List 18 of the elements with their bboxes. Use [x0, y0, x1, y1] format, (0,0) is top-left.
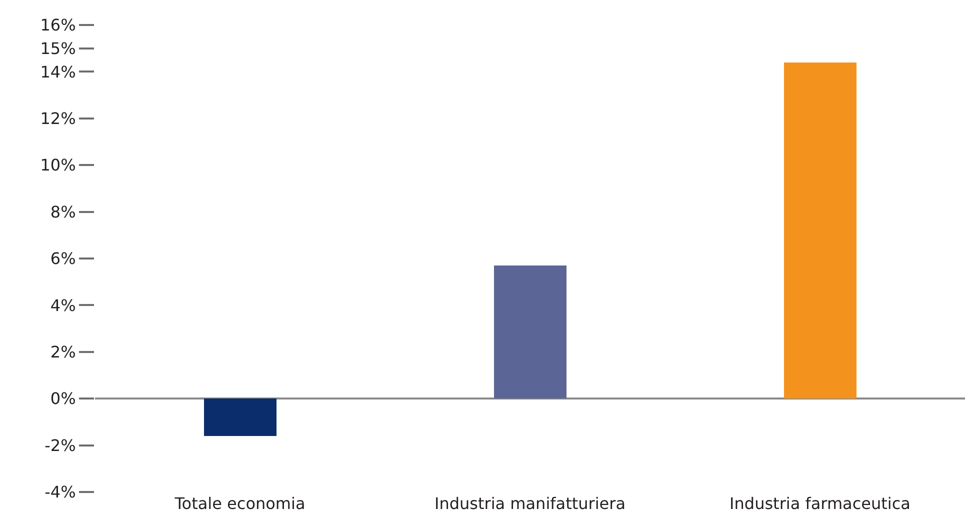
y-tick-label: 15%	[40, 38, 76, 58]
y-tick-label: 6%	[50, 249, 76, 268]
y-tick-label: 12%	[40, 109, 76, 128]
bar	[494, 266, 566, 399]
y-tick-label: 16%	[40, 16, 76, 35]
x-tick-label: Totale economia	[174, 494, 306, 513]
y-tick-label: 8%	[50, 202, 76, 222]
y-tick-label: 2%	[50, 342, 76, 362]
x-tick-label: Industria manifatturiera	[434, 494, 626, 513]
y-tick-label: 14%	[40, 62, 76, 82]
y-tick-label: -4%	[44, 482, 76, 502]
x-tick-label: Industria farmaceutica	[730, 494, 910, 513]
y-tick-label: 10%	[40, 156, 76, 175]
bar	[204, 398, 276, 436]
y-tick-label: 4%	[50, 296, 76, 315]
y-tick-label: -2%	[44, 436, 76, 455]
bar	[784, 62, 856, 399]
y-tick-label: 0%	[50, 389, 76, 408]
